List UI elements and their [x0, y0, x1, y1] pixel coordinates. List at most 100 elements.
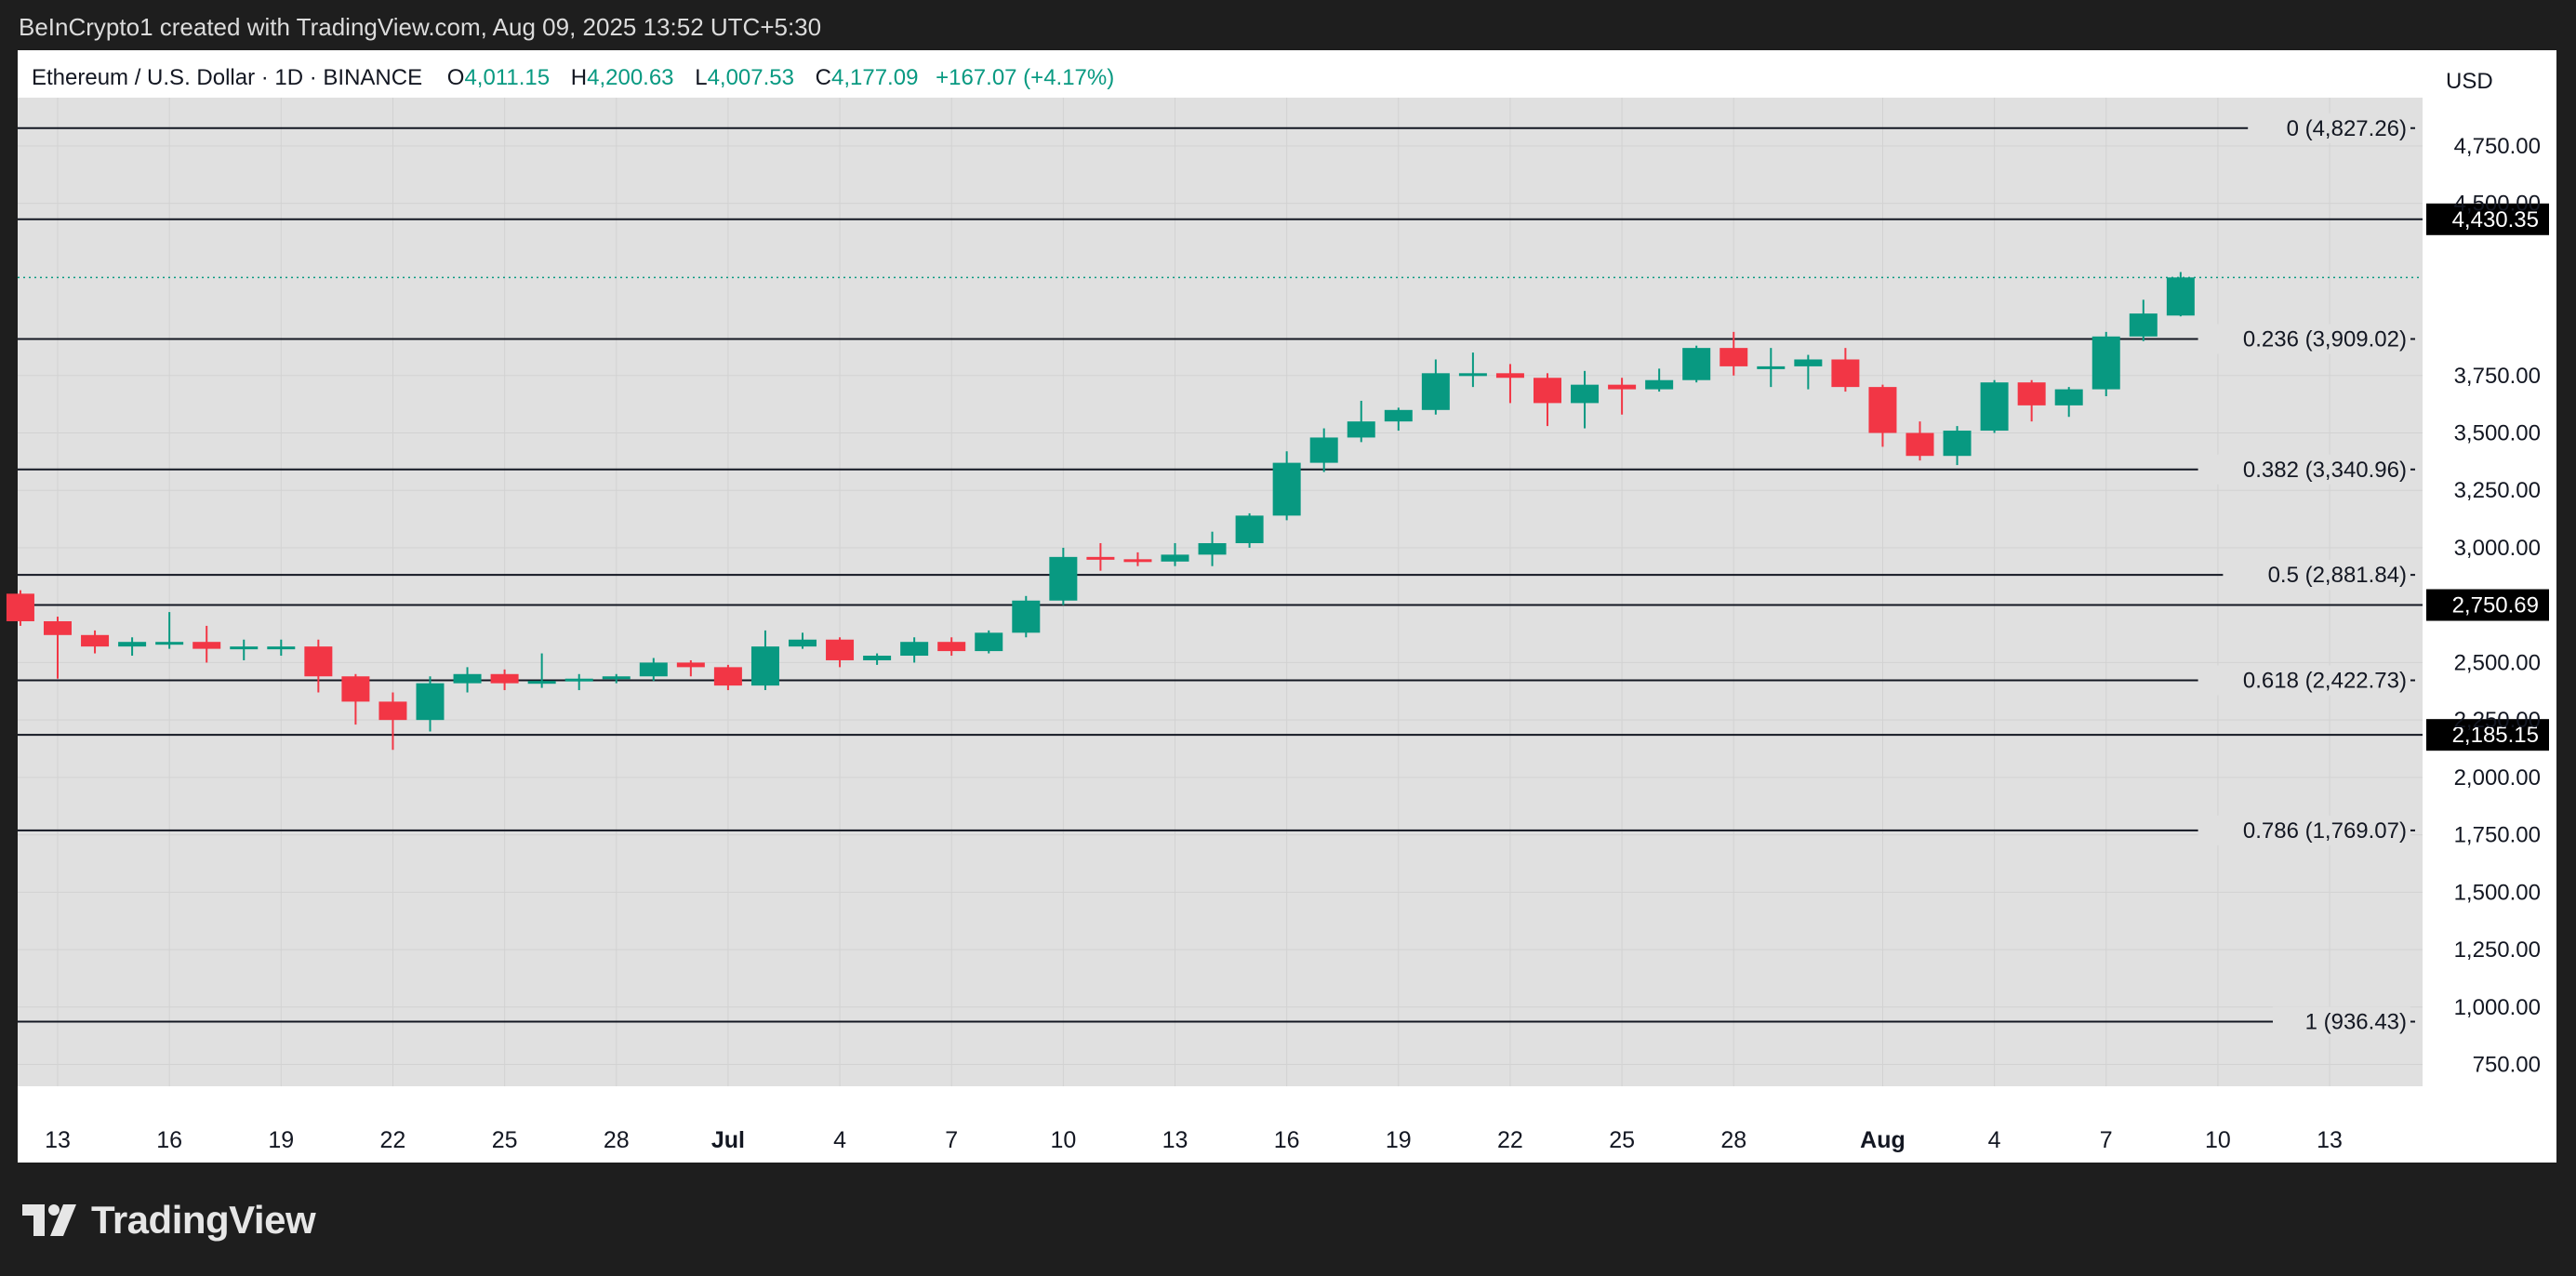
candle[interactable] — [2166, 272, 2195, 317]
symbol-name: Ethereum / U.S. Dollar · 1D · BINANCE — [32, 65, 423, 90]
candle[interactable] — [527, 653, 556, 688]
candle[interactable] — [639, 658, 668, 682]
candle[interactable] — [750, 630, 779, 691]
tradingview-brand-text: TradingView — [91, 1198, 316, 1242]
candle-body — [789, 639, 817, 647]
candle[interactable] — [1534, 373, 1561, 427]
change-value: +167.07 (+4.17%) — [936, 65, 1115, 90]
candle[interactable] — [2129, 299, 2158, 341]
candle[interactable] — [453, 667, 482, 693]
candle[interactable] — [1495, 364, 1524, 404]
candle-body — [1720, 348, 1748, 366]
time-tick-label: 22 — [380, 1127, 406, 1153]
candle-body — [1757, 366, 1786, 369]
candle[interactable] — [416, 676, 445, 732]
candle[interactable] — [1421, 359, 1450, 415]
candle[interactable] — [1161, 543, 1189, 566]
candle-body — [1980, 382, 2009, 432]
candle[interactable] — [1720, 331, 1748, 376]
candle[interactable] — [193, 625, 221, 663]
candle[interactable] — [81, 630, 110, 654]
candle[interactable] — [564, 673, 593, 691]
candle[interactable] — [1384, 407, 1413, 432]
candle[interactable] — [1794, 354, 1823, 390]
candle-body — [378, 701, 407, 721]
candle[interactable] — [1309, 428, 1338, 472]
candle[interactable] — [826, 637, 855, 668]
candle[interactable] — [1347, 400, 1375, 443]
fibonacci-retracement: 0 (4,827.26) 0.236 (3,909.02) 0.382 (3,340… — [18, 113, 2415, 1037]
level-badge-label: 2,750.69 — [2452, 593, 2539, 618]
candle-body — [937, 642, 966, 652]
candle-body — [1534, 378, 1561, 404]
candle[interactable] — [1980, 379, 2009, 433]
candle[interactable] — [341, 673, 370, 725]
currency-label[interactable]: USD — [2446, 69, 2493, 94]
fib-label-background — [2273, 1006, 2410, 1037]
candle[interactable] — [900, 637, 929, 663]
candle[interactable] — [1831, 348, 1860, 392]
price-tick-label: 2,250.00 — [2454, 708, 2541, 733]
candle[interactable] — [155, 612, 184, 649]
candle[interactable] — [975, 630, 1003, 654]
candle[interactable] — [2017, 379, 2046, 422]
candle[interactable] — [1608, 378, 1637, 415]
candle-body — [155, 642, 184, 645]
candle-body — [2054, 389, 2083, 405]
candle[interactable] — [789, 632, 817, 649]
price-tick-label: 3,000.00 — [2454, 536, 2541, 561]
fib-label: 1 (936.43) — [2305, 1010, 2407, 1035]
candle[interactable] — [602, 673, 631, 684]
candle[interactable] — [1012, 595, 1041, 638]
candle[interactable] — [378, 692, 407, 751]
fib-label-background — [2223, 560, 2410, 591]
candle-body — [1458, 373, 1487, 377]
time-tick-label: 13 — [2317, 1127, 2343, 1153]
high-value: 4,200.63 — [587, 65, 674, 90]
candle-body — [1571, 384, 1600, 404]
candle-body — [676, 662, 705, 668]
candle[interactable] — [863, 653, 892, 665]
price-tick-label: 750.00 — [2473, 1053, 2541, 1078]
candle[interactable] — [1905, 421, 1934, 461]
fib-label: 0.786 (1,769.07) — [2243, 818, 2407, 844]
candle[interactable] — [1198, 531, 1227, 566]
candle[interactable] — [676, 659, 705, 677]
candle[interactable] — [1123, 552, 1152, 566]
close-value: 4,177.09 — [831, 65, 919, 90]
candle[interactable] — [6, 590, 34, 626]
candle[interactable] — [230, 639, 259, 660]
candle[interactable] — [1645, 368, 1674, 392]
candle[interactable] — [1049, 547, 1078, 605]
candle-body — [44, 620, 72, 635]
candle[interactable] — [1458, 352, 1487, 388]
candle[interactable] — [267, 639, 296, 657]
open-label: O — [446, 65, 465, 90]
candle-body — [900, 642, 929, 657]
candle[interactable] — [1943, 426, 1972, 466]
candle[interactable] — [1272, 451, 1301, 521]
candle[interactable] — [1235, 512, 1264, 548]
candle-body — [564, 678, 593, 682]
time-tick-label: 25 — [492, 1127, 518, 1153]
candle[interactable] — [1571, 370, 1600, 429]
candle[interactable] — [713, 664, 742, 691]
time-axis: 13 16 19 22 25 28 Jul 4 7 10 13 16 19 22 25 28 Aug 4 7 10 13 — [45, 1127, 2343, 1153]
fib-label-background — [2198, 815, 2410, 845]
candle-body — [2129, 313, 2158, 337]
candle[interactable] — [490, 669, 519, 691]
candle[interactable] — [118, 637, 147, 657]
candle[interactable] — [2091, 331, 2120, 396]
candle[interactable] — [937, 637, 966, 657]
candle-body — [750, 646, 779, 686]
candle[interactable] — [1086, 543, 1115, 571]
candle[interactable] — [1757, 348, 1786, 388]
candle-body — [2166, 277, 2195, 316]
candle[interactable] — [1682, 345, 1711, 383]
candle[interactable] — [304, 639, 333, 693]
candle[interactable] — [2054, 387, 2083, 418]
price-tick-label: 3,250.00 — [2454, 478, 2541, 503]
candle[interactable] — [1868, 384, 1897, 447]
candle[interactable] — [44, 617, 72, 679]
